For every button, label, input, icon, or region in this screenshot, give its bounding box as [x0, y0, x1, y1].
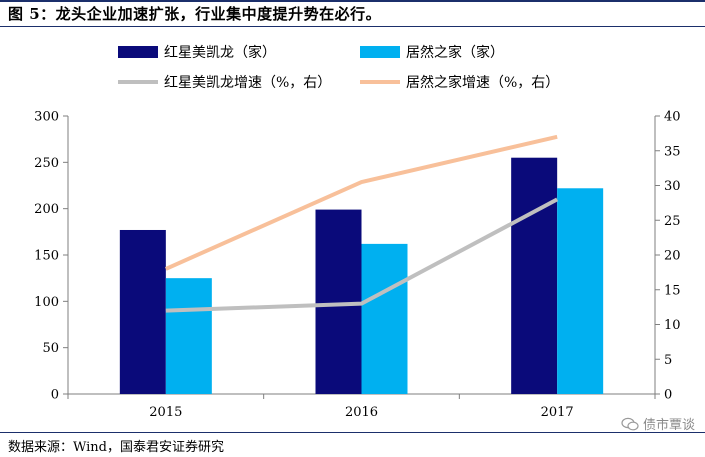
left-tick-label: 250	[34, 156, 59, 171]
right-tick-label: 10	[664, 318, 681, 333]
bars	[119, 157, 604, 394]
left-tick-label: 150	[34, 249, 59, 264]
right-tick-label: 35	[664, 144, 681, 159]
top-rule	[0, 0, 705, 2]
bar-2016-series1	[315, 209, 362, 394]
watermark-text: 债市覃谈	[642, 418, 695, 433]
right-tick-label: 20	[664, 249, 681, 264]
right-tick-label: 5	[664, 353, 672, 368]
combo-chart: 红星美凯龙（家） 居然之家（家） 红星美凯龙增速（%，右） 居然之家增速（%，右） 0…	[34, 44, 681, 420]
legend-label-1: 红星美凯龙（家）	[164, 44, 276, 61]
right-tick-label: 30	[664, 179, 681, 194]
x-tick-label: 2016	[345, 405, 378, 420]
figure-title: 图 5：龙头企业加速扩张，行业集中度提升势在必行。	[8, 5, 382, 23]
right-tick-label: 40	[664, 110, 681, 125]
left-tick-label: 300	[34, 110, 59, 125]
legend-label-4: 居然之家增速（%，右）	[406, 74, 559, 91]
bar-2015-series1	[119, 229, 166, 394]
legend-label-3: 红星美凯龙增速（%，右）	[164, 75, 331, 91]
left-tick-label: 0	[51, 388, 59, 403]
bar-2015-series2	[165, 278, 212, 394]
right-tick-label: 25	[664, 214, 681, 229]
legend-swatch-2	[360, 46, 400, 58]
title-rule	[0, 26, 705, 27]
bar-2016-series2	[361, 243, 408, 394]
bar-2017-series1	[511, 157, 558, 394]
wechat-icon	[621, 417, 639, 430]
source-note: 数据来源：Wind，国泰君安证券研究	[8, 440, 224, 455]
right-tick-label: 15	[664, 283, 681, 298]
x-tick-label: 2017	[541, 405, 574, 420]
legend: 红星美凯龙（家） 居然之家（家） 红星美凯龙增速（%，右） 居然之家增速（%，右）	[118, 44, 559, 91]
right-tick-label: 0	[664, 388, 672, 403]
watermark: 债市覃谈	[621, 414, 695, 433]
lines	[165, 134, 559, 313]
legend-label-2: 居然之家（家）	[406, 44, 504, 61]
bar-2017-series2	[557, 188, 604, 394]
x-tick-label: 2015	[149, 405, 182, 420]
left-tick-label: 100	[34, 295, 59, 310]
legend-swatch-1	[118, 46, 158, 58]
bottom-rule	[0, 432, 705, 433]
left-tick-label: 200	[34, 202, 59, 217]
left-tick-label: 50	[42, 341, 59, 356]
